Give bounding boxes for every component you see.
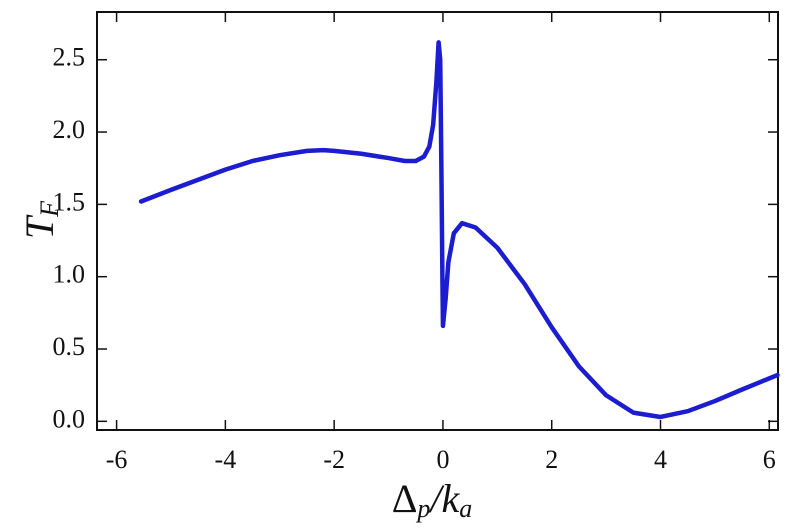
x-tick-label: -6: [106, 445, 128, 474]
x-axis-label: Δp/ka: [392, 476, 473, 523]
y-tick-label: 0.0: [53, 404, 86, 433]
x-label-part: /k: [428, 476, 460, 521]
x-label-sub: a: [459, 494, 472, 523]
y-label-main: T: [17, 214, 62, 239]
y-tick-label: 2.0: [53, 115, 86, 144]
y-tick-label: 0.5: [53, 332, 86, 361]
y-axis-label: TF: [17, 200, 64, 239]
x-label-sub: p: [415, 494, 430, 523]
x-tick-label: 0: [436, 445, 449, 474]
y-tick-label: 1.5: [53, 187, 86, 216]
plot-frame: [96, 11, 779, 431]
x-label-part: Δ: [392, 476, 418, 521]
y-tick-label: 1.0: [53, 260, 86, 289]
x-tick-label: 4: [654, 445, 667, 474]
y-tick-label: 2.5: [53, 43, 86, 72]
x-tick-label: 2: [545, 445, 558, 474]
x-tick-label: -2: [323, 445, 345, 474]
x-tick-label: -4: [215, 445, 237, 474]
data-line: [138, 40, 780, 420]
x-tick-label: 6: [763, 445, 776, 474]
y-label-sub: F: [35, 200, 64, 218]
